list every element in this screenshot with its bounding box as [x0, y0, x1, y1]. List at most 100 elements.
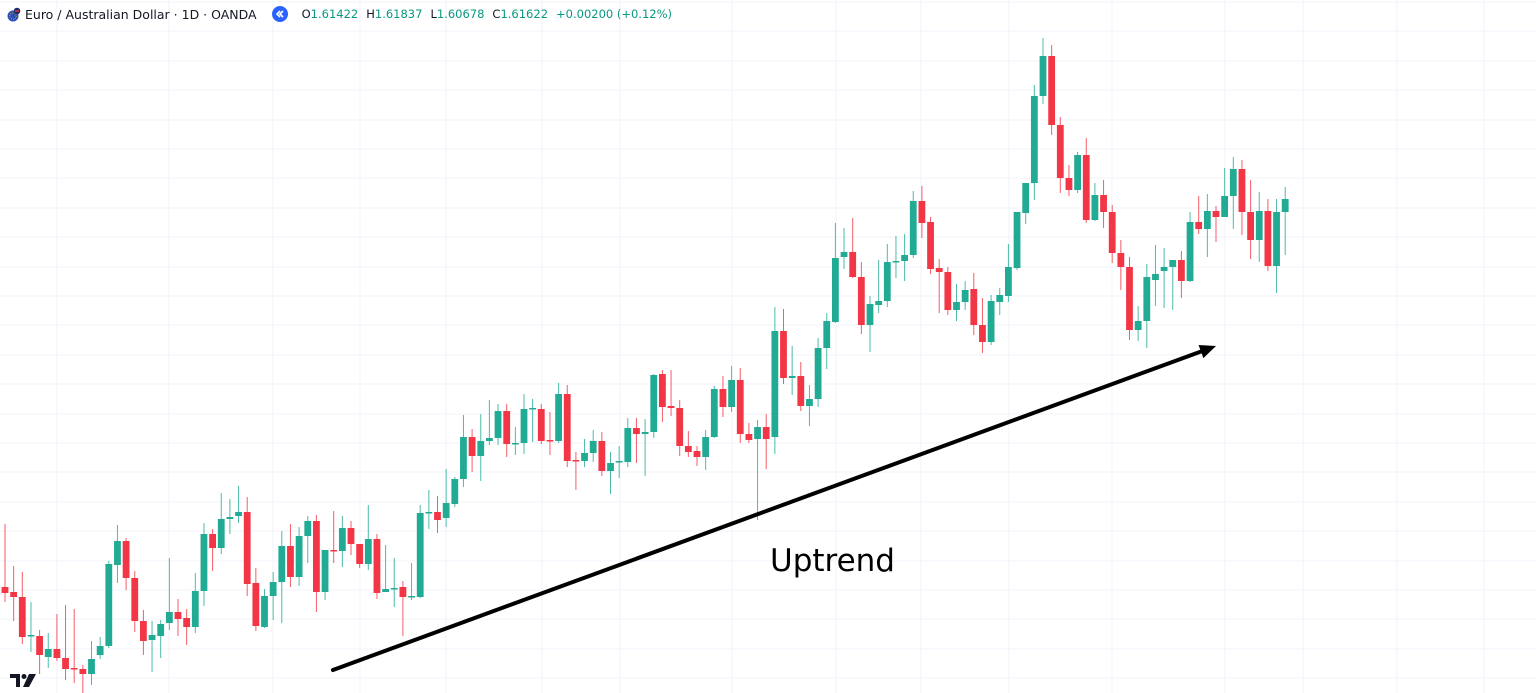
- candle: [243, 497, 251, 596]
- collapse-legend-icon[interactable]: [271, 6, 288, 22]
- candle: [131, 571, 139, 632]
- chart-legend: Euro / Australian Dollar · 1D · OANDA O 1…: [6, 4, 672, 24]
- candle: [140, 610, 147, 655]
- candle: [235, 486, 242, 523]
- candle: [1030, 85, 1038, 200]
- candle: [390, 558, 398, 607]
- candle: [1203, 194, 1211, 257]
- candle: [762, 414, 770, 469]
- candle: [1048, 45, 1056, 135]
- candle: [1186, 212, 1194, 282]
- candle: [209, 529, 216, 571]
- candle: [615, 446, 623, 478]
- candle: [148, 621, 156, 672]
- candle: [563, 385, 571, 467]
- candle: [261, 589, 268, 628]
- candle: [546, 412, 554, 455]
- high-value: 1.61837: [374, 7, 423, 21]
- candle: [511, 427, 519, 455]
- candle: [719, 376, 727, 417]
- candle: [373, 534, 381, 599]
- candle: [832, 223, 839, 323]
- uptrend-arrow[interactable]: [331, 344, 1216, 672]
- candle: [520, 394, 528, 454]
- candle: [1273, 199, 1280, 293]
- high-label: H: [366, 7, 375, 21]
- candle: [304, 516, 312, 563]
- low-value: 1.60678: [436, 7, 485, 21]
- candle: [589, 430, 597, 462]
- candle: [44, 633, 52, 668]
- candle: [356, 544, 364, 568]
- candle: [581, 439, 588, 467]
- candle: [780, 309, 787, 384]
- candle: [1, 524, 9, 602]
- candle: [641, 419, 649, 476]
- candle: [321, 550, 329, 600]
- candle: [1126, 257, 1133, 340]
- candle: [607, 452, 614, 494]
- candle: [537, 404, 545, 444]
- candle: [883, 244, 891, 307]
- candle: [62, 605, 69, 680]
- candle: [1117, 240, 1125, 290]
- candle: [451, 477, 459, 507]
- candle: [1022, 183, 1030, 224]
- candle: [866, 296, 874, 352]
- candle: [736, 368, 744, 443]
- candle: [287, 524, 294, 587]
- candle: [79, 665, 87, 693]
- candle: [442, 469, 450, 527]
- candle: [1013, 212, 1021, 270]
- eur-aud-flag-icon: [6, 7, 21, 22]
- candle: [857, 262, 865, 334]
- candle: [200, 523, 208, 606]
- candle: [434, 496, 441, 533]
- candle: [814, 338, 822, 407]
- candle: [1195, 196, 1203, 234]
- candle: [157, 620, 165, 658]
- candle: [806, 385, 813, 426]
- candle: [338, 516, 346, 567]
- candle: [217, 493, 225, 554]
- candle: [1238, 160, 1246, 235]
- candle: [555, 383, 562, 443]
- close-label: C: [492, 7, 501, 21]
- candle: [909, 191, 917, 258]
- candle: [10, 566, 18, 621]
- candle: [996, 288, 1004, 315]
- candle: [96, 637, 104, 659]
- candle: [347, 521, 355, 555]
- candle: [918, 186, 926, 238]
- candle: [1229, 157, 1237, 229]
- candle: [840, 228, 848, 269]
- candle: [650, 374, 658, 438]
- candle: [503, 404, 511, 457]
- candle: [330, 511, 338, 563]
- symbol-title[interactable]: Euro / Australian Dollar · 1D · OANDA: [25, 6, 257, 22]
- candle: [1065, 165, 1073, 196]
- candle: [408, 563, 415, 600]
- candle: [364, 505, 372, 570]
- candle: [1134, 306, 1142, 341]
- candle: [901, 234, 908, 281]
- tradingview-logo-icon[interactable]: [10, 674, 36, 692]
- low-label: L: [430, 7, 437, 21]
- candle: [1074, 152, 1081, 193]
- uptrend-label[interactable]: Uptrend: [770, 543, 895, 579]
- candle: [684, 431, 692, 457]
- open-label: O: [301, 7, 311, 21]
- candle: [823, 313, 831, 369]
- candle: [1143, 264, 1151, 348]
- candle: [659, 370, 666, 422]
- candle: [979, 298, 986, 353]
- candle: [382, 545, 389, 592]
- close-value: 1.61622: [500, 7, 549, 21]
- candle: [1100, 180, 1107, 228]
- candle: [416, 505, 424, 598]
- candle: [624, 418, 632, 467]
- candle: [174, 599, 182, 636]
- candle: [1056, 117, 1064, 193]
